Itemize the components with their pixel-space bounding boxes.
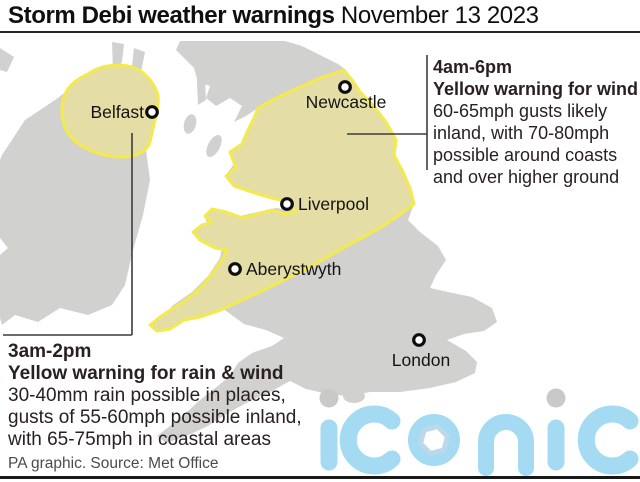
wind-warning-time: 4am-6pm [433,57,513,77]
isle-of-wight [343,389,365,403]
city-label-aberystwyth: Aberystwyth [246,259,341,279]
leader-lines [3,55,428,336]
title-storm: Storm Debi weather warnings [8,2,335,29]
title-divider [0,31,640,33]
rain-warning-time: 3am-2pm [8,341,92,362]
watermark-i1-dot [319,388,339,408]
rain-warning-title: Yellow warning for rain & wind [8,363,284,384]
wind-warning-body: 60-65mph gusts likely inland, with 70-80… [433,101,620,187]
city-label-newcastle: Newcastle [306,92,387,112]
rain-wind-warning-block: 3am-2pm Yellow warning for rain & wind 3… [8,341,338,451]
bottom-divider [0,476,640,479]
watermark-letter-c1 [339,405,401,475]
watermark-letter-c2 [577,405,639,475]
city-label-liverpool: Liverpool [298,194,369,214]
watermark-i2-dot [546,388,566,408]
watermark-letter-o [408,414,460,466]
city-dot-newcastle [338,80,352,94]
wind-warning-title: Yellow warning for wind [433,79,639,99]
city-dot-belfast [145,105,159,119]
isle-of-man [206,135,222,157]
city-dot-london [412,333,426,347]
ni-warning-area [60,63,160,159]
wind-warning-block: 4am-6pm Yellow warning for wind 60-65mph… [433,56,640,188]
arran-island [183,114,197,134]
city-label-london: London [392,350,450,370]
source-credit: PA graphic. Source: Met Office [8,455,219,472]
donegal-tip [0,48,14,72]
title-date: November 13 2023 [340,2,539,29]
watermark-letter-n [478,414,534,476]
scottish-island-mid [132,48,145,72]
watermark-hexagon-icon [418,424,450,456]
city-label-belfast: Belfast [91,102,145,122]
rain-warning-body: 30-40mm rain possible in places, gusts o… [8,385,302,450]
city-dots [145,80,426,347]
city-dot-liverpool [280,197,294,211]
page-title: Storm Debi weather warnings November 13 … [8,2,638,30]
city-dot-aberystwyth [228,262,242,276]
